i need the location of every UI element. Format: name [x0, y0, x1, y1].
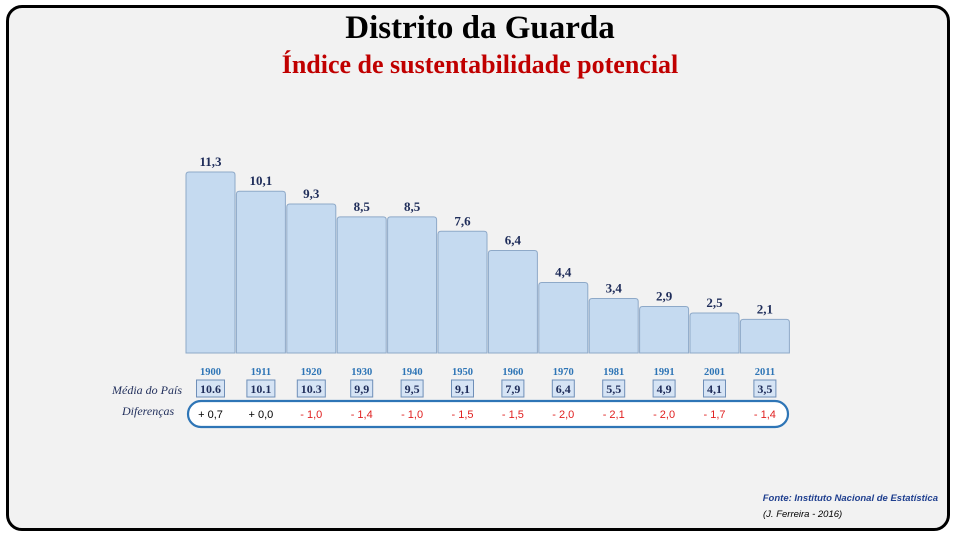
value-label-1920: 9,3 [303, 186, 320, 201]
difference-value-2011: - 1,4 [754, 409, 776, 421]
difference-value-1930: - 1,4 [351, 409, 373, 421]
differences-oval [186, 399, 790, 429]
bar-1940 [387, 216, 438, 354]
chart-title: Distrito da Guarda [345, 10, 615, 46]
media-box-2011 [753, 379, 777, 398]
media-value-1930: 9,9 [354, 382, 369, 396]
bar-1900 [185, 171, 236, 354]
year-label-1911: 1911 [251, 367, 271, 378]
bar-1950 [437, 230, 488, 354]
value-label-1950: 7,6 [454, 213, 471, 228]
media-value-1950: 9,1 [455, 382, 470, 396]
difference-value-2001: - 1,7 [703, 409, 725, 421]
media-box-1981 [602, 379, 626, 398]
difference-value-1920: - 1,0 [300, 409, 322, 421]
bar-1960 [487, 249, 538, 354]
value-label-1981: 3,4 [606, 281, 623, 296]
bar-1930 [336, 216, 387, 354]
media-value-1900: 10.6 [200, 382, 221, 396]
difference-value-1960: - 1,5 [502, 409, 524, 421]
value-label-1960: 6,4 [505, 232, 522, 247]
value-label-1930: 8,5 [354, 199, 371, 214]
value-label-2011: 2,1 [757, 301, 773, 316]
year-label-1981: 1981 [603, 367, 624, 378]
value-label-1900: 11,3 [199, 154, 222, 169]
value-label-1940: 8,5 [404, 199, 421, 214]
difference-value-1911: + 0,0 [249, 409, 274, 421]
year-label-2001: 2001 [704, 367, 725, 378]
media-row-label: Média do País [112, 383, 182, 397]
value-label-1991: 2,9 [656, 289, 673, 304]
year-label-1991: 1991 [654, 367, 675, 378]
year-label-1930: 1930 [351, 367, 372, 378]
year-label-1940: 1940 [402, 367, 423, 378]
bar-2001 [689, 312, 740, 354]
bar-1970 [538, 282, 589, 354]
media-box-1991 [652, 379, 676, 398]
media-value-2001: 4,1 [707, 382, 722, 396]
media-value-1970: 6,4 [556, 382, 571, 396]
media-box-1911 [246, 379, 276, 398]
year-label-1970: 1970 [553, 367, 574, 378]
difference-value-1950: - 1,5 [451, 409, 473, 421]
media-box-1920 [296, 379, 326, 398]
bar-1991 [639, 306, 690, 354]
bar-2011 [739, 318, 790, 354]
media-value-1991: 4,9 [657, 382, 672, 396]
bar-1981 [588, 298, 639, 354]
chart-subtitle: Índice de sustentabilidade potencial [281, 50, 679, 79]
year-label-1900: 1900 [200, 367, 221, 378]
difference-value-1991: - 2,0 [653, 409, 675, 421]
media-box-1950 [451, 379, 474, 398]
difference-value-1970: - 2,0 [552, 409, 574, 421]
media-value-1911: 10.1 [250, 382, 271, 396]
year-label-1920: 1920 [301, 367, 322, 378]
difference-value-1981: - 2,1 [603, 409, 625, 421]
value-label-1911: 10,1 [250, 173, 273, 188]
media-value-1981: 5,5 [606, 382, 621, 396]
media-box-1940 [400, 379, 424, 398]
value-label-2001: 2,5 [706, 295, 723, 310]
value-label-1970: 4,4 [555, 265, 572, 280]
year-label-1960: 1960 [502, 367, 523, 378]
media-box-1930 [350, 379, 374, 398]
year-label-2011: 2011 [755, 367, 775, 378]
author-note: (J. Ferreira - 2016) [763, 509, 843, 520]
media-box-1970 [551, 379, 575, 398]
difference-value-1900: + 0,7 [198, 409, 223, 421]
media-value-1960: 7,9 [505, 382, 520, 396]
year-label-1950: 1950 [452, 367, 473, 378]
source-note: Fonte: Instituto Nacional de Estatística [762, 493, 938, 504]
media-value-1940: 9,5 [405, 382, 420, 396]
difference-value-1940: - 1,0 [401, 409, 423, 421]
bar-1920 [286, 203, 337, 354]
media-box-2001 [703, 379, 726, 398]
bar-1911 [235, 190, 286, 354]
media-value-1920: 10.3 [301, 382, 322, 396]
media-box-1960 [501, 379, 525, 398]
media-box-1900 [196, 379, 225, 398]
media-value-2011: 3,5 [757, 382, 772, 396]
diferencas-row-label: Diferenças [122, 404, 175, 418]
